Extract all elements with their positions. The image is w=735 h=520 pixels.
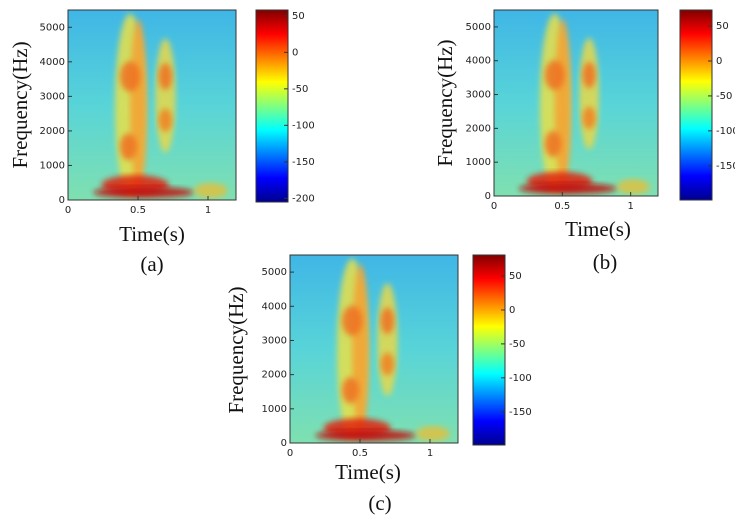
panel-label: (c)	[368, 491, 391, 515]
y-tick-label: 0	[59, 195, 65, 206]
spectrogram-energy	[194, 182, 228, 199]
colorbar-tick-label: -50	[292, 84, 308, 95]
colorbar-tick-label: -100	[509, 373, 532, 384]
colorbar-tick-label: -200	[292, 193, 315, 204]
y-tick-label: 0	[281, 438, 287, 449]
y-axis-label: Frequency(Hz)	[433, 39, 457, 166]
y-tick-label: 4000	[262, 301, 287, 312]
y-tick-label: 5000	[40, 22, 65, 33]
x-axis-label: Time(s)	[119, 222, 185, 246]
spectrogram-energy	[377, 283, 398, 396]
colorbar	[679, 9, 713, 201]
y-axis-label: Frequency(Hz)	[8, 41, 32, 168]
colorbar-tick-label: 50	[509, 271, 522, 282]
spectrogram-energy	[380, 307, 395, 334]
colorbar-tick-label: 50	[292, 11, 305, 22]
spectrogram-energy	[120, 133, 137, 161]
spectrogram-energy	[315, 429, 416, 442]
panel: 0 0.5 1 0 1000 2000 3000 4000 5000 Frequency(Hz) T…	[8, 9, 315, 276]
spectrogram-background	[290, 255, 458, 443]
plot-frame	[289, 254, 459, 444]
spectrogram-background	[68, 10, 236, 200]
panel: 0 0.5 1 0 1000 2000 3000 4000 5000 Frequency(Hz) T…	[224, 254, 532, 515]
panel: 0 0.5 1 0 1000 2000 3000 4000 5000 Frequency(Hz) T…	[433, 9, 735, 274]
colorbar-tick-label: 0	[716, 56, 722, 67]
y-tick-label: 2000	[262, 370, 287, 381]
x-axis-label: Time(s)	[565, 217, 631, 241]
y-tick-label: 5000	[466, 22, 491, 33]
y-tick-label: 0	[485, 191, 491, 202]
spectrogram-image	[290, 255, 458, 443]
y-tick-label: 4000	[466, 56, 491, 67]
y-tick-label: 5000	[262, 267, 287, 278]
spectrogram-energy	[544, 130, 562, 157]
y-tick-label: 3000	[40, 91, 65, 102]
y-tick-label: 2000	[466, 123, 491, 134]
x-axis-label: Time(s)	[335, 460, 401, 484]
spectrogram-energy	[130, 19, 147, 191]
y-tick-label: 1000	[262, 404, 287, 415]
spectrogram-energy	[582, 106, 596, 130]
spectrogram-energy	[93, 186, 194, 199]
colorbar-tick-label: 50	[716, 21, 729, 32]
panel-label: (b)	[593, 250, 618, 274]
colorbar-tick-label: -150	[716, 161, 735, 172]
x-tick-label: 0.5	[130, 205, 146, 216]
spectrogram-energy	[120, 61, 141, 92]
spectrogram-energy	[518, 182, 617, 195]
x-tick-label: 0	[65, 205, 71, 216]
x-tick-label: 1	[627, 201, 633, 212]
colorbar-tick-label: -50	[716, 91, 732, 102]
spectrogram-energy	[158, 108, 173, 132]
x-tick-label: 0.5	[352, 448, 368, 459]
colorbar-tick-label: -150	[292, 157, 315, 168]
y-tick-label: 1000	[466, 157, 491, 168]
x-tick-label: 1	[205, 205, 211, 216]
spectrogram-energy	[342, 305, 363, 336]
plot-frame	[493, 9, 659, 197]
colorbar-tick-label: 0	[292, 47, 298, 58]
colorbar-tick-label: 0	[509, 305, 515, 316]
plot-frame	[67, 9, 237, 201]
x-tick-label: 0.5	[554, 201, 570, 212]
spectrogram-energy	[582, 62, 596, 89]
spectrogram-energy	[158, 63, 173, 90]
y-tick-label: 3000	[262, 335, 287, 346]
x-tick-label: 1	[427, 448, 433, 459]
colorbar-tick-label: -100	[716, 126, 735, 137]
y-tick-label: 1000	[40, 160, 65, 171]
spectrogram-image	[494, 10, 658, 196]
y-axis-label: Frequency(Hz)	[224, 286, 248, 413]
spectrogram-energy	[380, 352, 395, 376]
colorbar-tick-label: -150	[509, 407, 532, 418]
spectrogram-energy	[352, 264, 369, 434]
spectrogram-background	[494, 10, 658, 196]
y-tick-label: 2000	[40, 126, 65, 137]
spectrogram-energy	[544, 60, 565, 90]
spectrogram-energy	[617, 179, 650, 195]
panel-label: (a)	[140, 252, 163, 276]
spectrogram-image	[68, 10, 236, 200]
y-tick-label: 3000	[466, 90, 491, 101]
y-tick-label: 4000	[40, 57, 65, 68]
colorbar	[255, 9, 289, 203]
colorbar	[472, 254, 506, 446]
x-tick-label: 0	[491, 201, 497, 212]
spectrogram-energy	[416, 426, 450, 442]
spectrogram-energy	[579, 37, 599, 150]
colorbar-tick-label: -100	[292, 120, 315, 131]
colorbar-tick-label: -50	[509, 339, 525, 350]
x-tick-label: 0	[287, 448, 293, 459]
spectrogram-energy	[342, 377, 359, 404]
spectrogram-energy	[155, 38, 176, 153]
spectrogram-energy	[554, 19, 572, 187]
